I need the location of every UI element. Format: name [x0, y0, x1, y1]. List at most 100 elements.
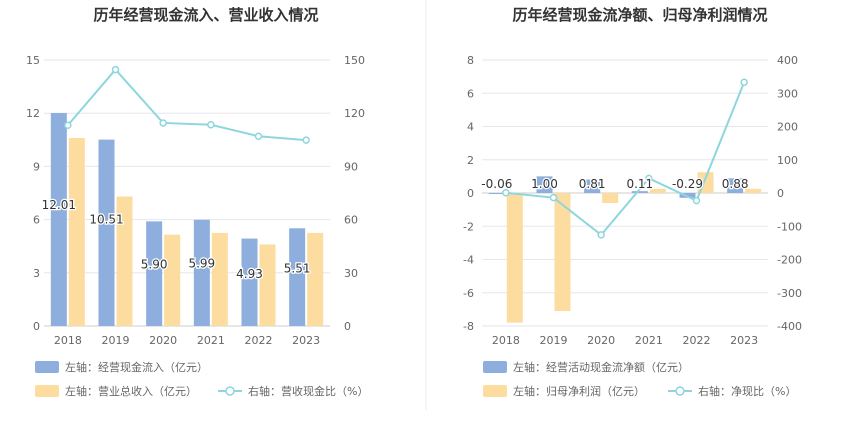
bar-primary [146, 221, 163, 326]
chart-panel-left: 历年经营现金流入、营业收入情况0369121503060901201502018… [26, 6, 368, 398]
bar-data-label: -0.06 [481, 177, 512, 191]
bar-secondary [745, 188, 762, 193]
right-axis-tick-label: -300 [777, 287, 802, 300]
bar-data-label: 4.93 [236, 267, 263, 281]
line-point [207, 120, 215, 129]
legend-swatch [35, 361, 59, 373]
right-axis-tick-label: 30 [344, 267, 358, 280]
right-axis-tick-label: -100 [777, 220, 802, 233]
x-axis-tick-label: 2022 [245, 334, 273, 347]
right-axis-tick-label: 100 [777, 154, 798, 167]
left-axis-tick-label: 0 [33, 320, 40, 333]
bar-primary [241, 238, 258, 326]
right-axis-tick-label: 60 [344, 214, 358, 227]
line-series [67, 68, 307, 142]
bar-data-label: 0.11 [626, 177, 653, 191]
left-axis-tick-label: 9 [33, 160, 40, 173]
right-axis-tick-label: 90 [344, 160, 358, 173]
legend-label: 左轴：归母净利润（亿元） [513, 384, 645, 398]
left-axis-tick-label: 6 [33, 214, 40, 227]
chart-panel-right: 历年经营现金流净额、归母净利润情况 -8 -6 -4 -2 0 2 4 6 8 -400 -300 -2… [463, 6, 802, 398]
legend-label: 左轴：经营活动现金流净额（亿元） [513, 360, 689, 374]
right-axis-tick-label: 0 [344, 320, 351, 333]
bar-primary [488, 193, 505, 194]
x-axis-tick-label: 2020 [587, 334, 615, 347]
x-axis-tick-label: 2020 [149, 334, 177, 347]
left-axis-tick-label: -8 [463, 320, 474, 333]
line-point [111, 65, 120, 74]
right-axis-tick-label: -400 [777, 320, 802, 333]
bar-data-label: 0.81 [579, 177, 606, 191]
bar-data-label: 5.99 [188, 257, 215, 271]
line-point [502, 188, 510, 197]
bar-data-label: 12.01 [42, 198, 76, 212]
legend-label: 右轴：营收现金比（%） [248, 384, 368, 398]
x-axis-tick-label: 2022 [683, 334, 711, 347]
bar-secondary [164, 234, 181, 326]
left-axis-tick-label: 2 [467, 154, 474, 167]
bar-secondary [116, 196, 133, 326]
bar-secondary [506, 193, 523, 323]
bar-primary [631, 191, 648, 193]
right-axis-tick-label: 400 [777, 54, 798, 67]
bar-secondary [307, 232, 324, 326]
line-series [505, 81, 746, 237]
bar-data-label: 10.51 [89, 212, 123, 226]
line-point [159, 119, 167, 127]
left-axis-tick-label: -6 [463, 287, 474, 300]
right-axis-tick-label: 0 [777, 187, 784, 200]
x-axis-tick-label: 2023 [292, 334, 320, 347]
line-point [645, 174, 653, 183]
bar-data-label: -0.29 [672, 177, 703, 191]
legend-label: 右轴：净现比（%） [698, 384, 796, 398]
bar-secondary [259, 244, 276, 326]
line-point [254, 132, 263, 141]
line-point [549, 193, 558, 202]
legend-marker-icon [675, 386, 685, 396]
left-axis-tick-label: 12 [26, 107, 40, 120]
legend-swatch [483, 385, 507, 397]
bar-primary [50, 113, 67, 326]
x-axis-tick-label: 2021 [635, 334, 663, 347]
line-point [64, 121, 72, 130]
legend-swatch [35, 385, 59, 397]
bar-primary [727, 178, 744, 193]
line-point [692, 196, 701, 205]
bar-secondary [68, 138, 85, 326]
line-point [740, 78, 748, 87]
bar-primary [584, 179, 601, 193]
bar-secondary [649, 188, 666, 193]
chart-title: 历年经营现金流入、营业收入情况 [93, 6, 318, 24]
chart-title: 历年经营现金流净额、归母净利润情况 [512, 6, 767, 24]
bar-secondary [554, 193, 571, 312]
line-point [597, 231, 605, 239]
left-axis-tick-label: 3 [33, 267, 40, 280]
bar-secondary [602, 193, 619, 203]
left-axis-tick-label: 6 [467, 87, 474, 100]
right-axis-tick-label: 120 [344, 107, 365, 120]
legend-label: 左轴：经营现金流入（亿元） [65, 360, 208, 374]
left-axis-tick-label: 15 [26, 54, 40, 67]
legend-marker-icon [225, 386, 235, 396]
bar-data-label: 5.90 [141, 257, 168, 271]
right-axis-tick-label: 200 [777, 121, 798, 134]
legend-swatch [483, 361, 507, 373]
bar-data-label: 1.00 [531, 177, 558, 191]
x-axis-tick-label: 2019 [102, 334, 130, 347]
bar-primary [98, 139, 115, 326]
x-axis-tick-label: 2018 [54, 334, 82, 347]
bar-primary [193, 219, 210, 326]
right-axis-tick-label: 150 [344, 54, 365, 67]
bar-data-label: 5.51 [284, 261, 311, 275]
left-axis-tick-label: 0 [467, 187, 474, 200]
x-axis-tick-label: 2018 [492, 334, 520, 347]
left-axis-tick-label: 4 [467, 121, 474, 134]
bar-primary [289, 228, 306, 326]
line-point [302, 136, 310, 144]
right-axis-tick-label: 300 [777, 87, 798, 100]
bar-primary [536, 176, 553, 193]
bar-secondary [211, 232, 228, 326]
legend-label: 左轴：营业总收入（亿元） [65, 384, 197, 398]
left-axis-tick-label: -4 [463, 254, 474, 267]
